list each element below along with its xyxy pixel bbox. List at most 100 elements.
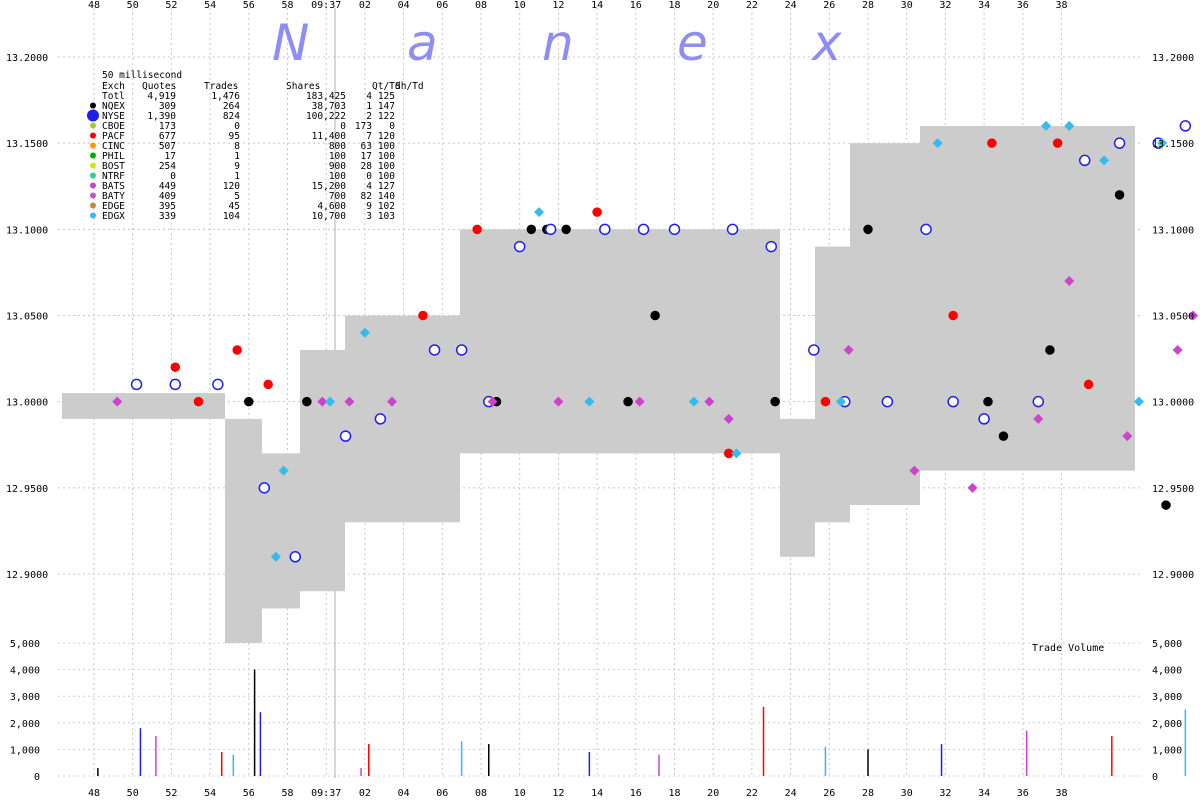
nbbo-band-segment	[850, 143, 920, 506]
x-tick-label-top: 06	[436, 0, 448, 11]
stats-cell: EDGX	[102, 211, 125, 222]
x-tick-label-top: 12	[552, 0, 564, 11]
volume-tick-label-left: 1,000	[10, 745, 40, 756]
x-tick-label-bottom: 22	[746, 788, 758, 799]
quote-marker	[561, 224, 571, 235]
stats-cell: 677	[159, 131, 176, 142]
stats-cell: 100	[378, 161, 395, 172]
quote-marker	[1113, 137, 1126, 149]
x-tick-label-bottom: 14	[591, 788, 603, 799]
x-tick-label-top: 10	[514, 0, 526, 11]
watermark-letter: a	[407, 14, 438, 72]
quote-marker	[987, 138, 997, 148]
volume-tick-label-right: 2,000	[1152, 719, 1182, 730]
quote-marker	[534, 207, 545, 218]
x-tick-label-top: 52	[165, 0, 177, 11]
stats-cell: 147	[378, 101, 395, 112]
quote-marker	[1133, 396, 1144, 407]
quote-marker	[258, 482, 271, 494]
x-tick-label-bottom: 18	[668, 788, 680, 799]
stats-cell: 100,222	[306, 111, 346, 122]
x-tick-label-bottom: 50	[127, 788, 139, 799]
quote-marker	[967, 482, 978, 493]
quote-marker	[344, 396, 355, 407]
quote-markers	[112, 120, 1199, 563]
quote-marker	[472, 224, 482, 235]
stats-cell: PACF	[102, 131, 125, 142]
stats-cell: 28	[361, 161, 373, 172]
stats-cell: 409	[159, 191, 176, 202]
x-tick-label-top: 26	[823, 0, 835, 11]
y-tick-label-right: 13.0000	[1152, 398, 1194, 409]
nbbo-band-segment	[780, 418, 815, 557]
stats-cell: 120	[378, 131, 395, 142]
quote-marker	[130, 378, 143, 391]
quote-marker	[1064, 120, 1075, 131]
stats-cell: 8	[234, 141, 240, 152]
quote-marker	[731, 448, 742, 459]
quote-marker	[978, 413, 990, 425]
stats-cell: 100	[378, 141, 395, 152]
quote-marker	[843, 344, 854, 355]
quote-marker	[544, 223, 557, 236]
x-tick-label-bottom: 52	[165, 788, 177, 799]
quote-marker	[553, 396, 564, 407]
quote-marker	[948, 310, 958, 321]
stats-cell: NTRF	[102, 171, 125, 182]
stats-cell: 100	[329, 151, 346, 162]
y-tick-label-left: 13.0500	[6, 312, 48, 323]
x-tick-label-top: 20	[707, 0, 719, 11]
quote-marker	[317, 396, 328, 407]
quote-marker	[770, 396, 780, 407]
x-tick-label-bottom: 02	[359, 788, 371, 799]
x-tick-label-bottom: 30	[901, 788, 913, 799]
stats-cell: 824	[223, 111, 240, 122]
quote-marker	[1033, 413, 1044, 424]
stats-row-swatch	[90, 182, 96, 189]
stats-cell: 9	[234, 161, 240, 172]
x-tick-label-bottom: 58	[281, 788, 293, 799]
x-tick-label-bottom: 54	[204, 788, 216, 799]
stats-cell: 183,425	[306, 91, 346, 102]
stats-cell: 309	[159, 101, 176, 112]
nbbo-band-segment	[815, 246, 850, 523]
nbbo-band	[62, 125, 1135, 643]
stats-cell: EDGE	[102, 201, 125, 212]
x-tick-label-bottom: 48	[88, 788, 100, 799]
quote-marker	[704, 396, 715, 407]
stats-cell: 10,700	[312, 211, 347, 222]
watermark-letter: x	[810, 14, 842, 72]
quote-marker	[289, 551, 301, 563]
y-tick-label-right: 13.0500	[1152, 312, 1194, 323]
y-tick-label-right: 13.1500	[1152, 139, 1194, 150]
stats-cell: 9	[366, 201, 372, 212]
stats-cell: 102	[378, 201, 395, 212]
quote-marker	[881, 395, 894, 408]
stats-cell: CBOE	[102, 121, 125, 132]
stats-header: Trades	[204, 81, 238, 92]
stats-cell: Totl	[102, 91, 125, 102]
quote-marker	[623, 396, 633, 407]
quote-marker	[637, 223, 650, 236]
stats-cell: PHIL	[102, 151, 125, 162]
stats-cell: 127	[378, 181, 395, 192]
quote-marker	[765, 240, 777, 253]
quote-marker	[668, 223, 681, 236]
quote-marker	[263, 379, 273, 390]
volume-title: Trade Volume	[1032, 643, 1104, 654]
volume-tick-label-left: 0	[34, 772, 40, 783]
x-tick-label-top: 48	[88, 0, 100, 11]
stats-cell: 140	[378, 191, 395, 202]
quote-marker	[1099, 155, 1110, 166]
stats-cell: 1	[234, 171, 240, 182]
stats-cell: 17	[165, 151, 176, 162]
stats-cell: 0	[366, 171, 372, 182]
stats-header: Exch	[102, 81, 125, 92]
stats-row-swatch	[90, 172, 96, 179]
stats-cell: 11,400	[312, 131, 347, 142]
stats-cell: NQEX	[102, 101, 125, 112]
quote-marker	[1179, 120, 1192, 132]
stats-cell: 254	[159, 161, 176, 172]
quote-marker	[1045, 345, 1055, 355]
